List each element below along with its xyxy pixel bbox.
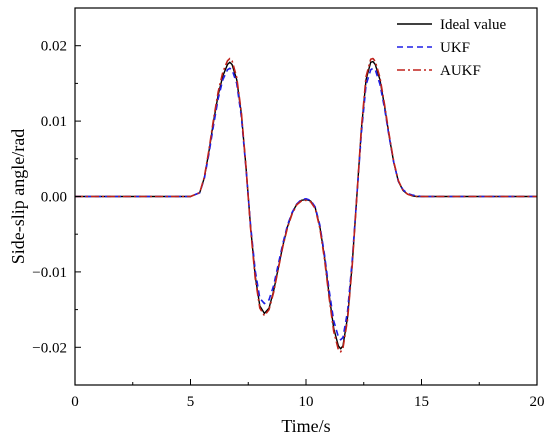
legend-label: AUKF (440, 63, 481, 79)
legend: Ideal value UKF AUKF (397, 17, 507, 79)
series-line-aukf (75, 57, 537, 353)
y-tick-label: 0.02 (41, 39, 67, 55)
x-tick-label: 15 (414, 394, 429, 410)
x-tick-label: 0 (71, 394, 79, 410)
series-line-ukf (75, 67, 537, 341)
legend-label: UKF (440, 40, 470, 56)
y-tick-label: −0.01 (32, 265, 67, 281)
series-line-ideal-value (75, 60, 537, 350)
mark-layer (75, 57, 537, 353)
tick-layer: 0 5 10 15 20 −0.02 −0.01 0.00 0.01 0.02 (32, 7, 545, 410)
x-tick-label: 20 (530, 394, 545, 410)
plot-frame (74, 7, 538, 386)
y-tick-label: 0.00 (41, 190, 67, 206)
x-tick-label: 5 (187, 394, 195, 410)
legend-label: Ideal value (440, 17, 507, 33)
x-axis-title: Time/s (281, 416, 330, 436)
x-tick-label: 10 (299, 394, 314, 410)
y-tick-label: −0.02 (32, 340, 67, 356)
y-tick-label: 0.01 (41, 114, 67, 130)
y-axis-title: Side-slip angle/rad (8, 129, 28, 264)
